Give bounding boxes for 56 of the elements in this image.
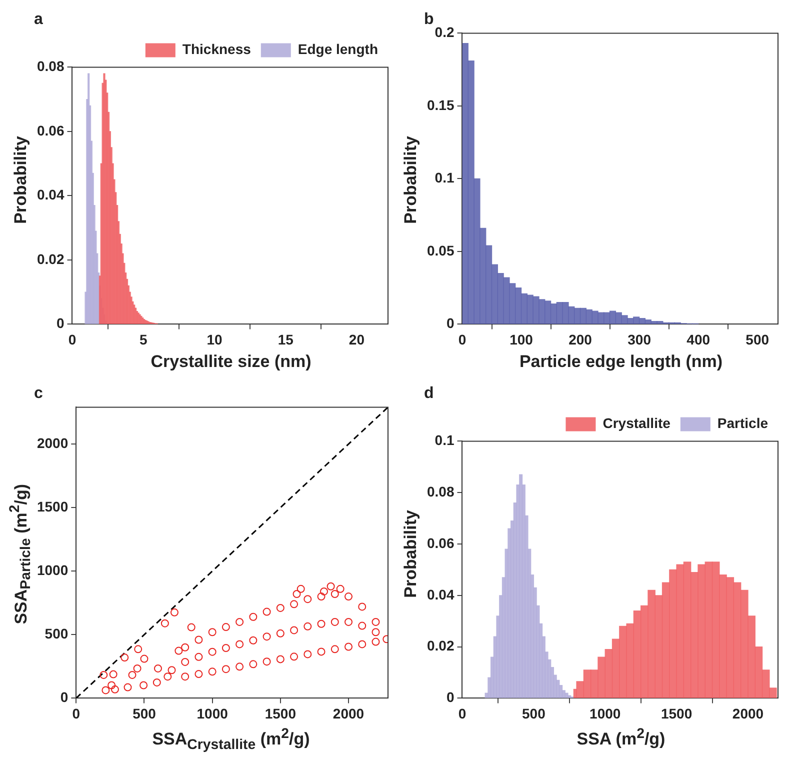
- y-tick-label: 0: [56, 315, 64, 332]
- x-tick-label: 2000: [732, 705, 764, 722]
- x-tick-label: 0: [458, 331, 466, 348]
- y-tick-label: 0.1: [434, 432, 454, 448]
- x-tick-label: 1500: [264, 705, 296, 722]
- y-tick-label: 0.2: [434, 24, 454, 40]
- y-tick-label: 1500: [36, 498, 68, 514]
- y-tick-label: 0.08: [37, 58, 64, 74]
- y-tick-label: 0.06: [37, 122, 64, 138]
- x-tick-label: 15: [278, 331, 294, 348]
- y-axis-title: Probability: [401, 136, 421, 224]
- y-axis-title: Probability: [401, 510, 421, 598]
- x-tick-label: 500: [746, 331, 770, 348]
- chart-title: d: [424, 385, 434, 402]
- y-tick-label: 1000: [36, 562, 68, 578]
- chart-title: b: [424, 11, 434, 28]
- y-tick-label: 0: [446, 315, 454, 332]
- x-axis-title: Particle edge length (nm): [518, 352, 724, 373]
- y-axis-title: Probability: [11, 136, 31, 224]
- x-tick-label: 1000: [196, 705, 228, 722]
- x-tick-label: 0: [458, 705, 466, 722]
- y-tick-label: 0: [446, 689, 454, 706]
- y-tick-label: 0.15: [427, 96, 454, 113]
- y-tick-label: 0.04: [37, 186, 64, 203]
- x-axis-title: Crystallite size (nm): [150, 352, 312, 373]
- y-tick-label: 0: [60, 689, 68, 706]
- x-tick-label: 500: [522, 705, 546, 722]
- legend-label: Edge length: [298, 41, 378, 58]
- x-tick-label: 400: [686, 331, 710, 348]
- y-tick-label: 0.06: [427, 534, 454, 551]
- legend-label: Thickness: [182, 41, 252, 58]
- x-tick-label: 100: [510, 331, 534, 348]
- x-tick-label: 20: [348, 331, 365, 348]
- x-tick-label: 10: [206, 331, 222, 348]
- y-tick-label: 0.05: [427, 242, 454, 258]
- x-tick-label: 500: [132, 705, 156, 722]
- y-tick-label: 0.02: [427, 638, 454, 654]
- y-tick-label: 0.02: [37, 250, 64, 267]
- x-tick-label: 1000: [590, 705, 621, 722]
- chart-title: c: [34, 385, 43, 402]
- y-tick-label: 0.1: [434, 170, 454, 186]
- x-tick-label: 2000: [332, 705, 364, 722]
- x-axis-title: SSA (m$^{2}$/g): [576, 726, 666, 751]
- x-tick-label: 300: [628, 331, 652, 348]
- x-tick-label: 200: [568, 331, 592, 348]
- legend-label: Particle: [717, 415, 768, 432]
- y-tick-label: 0.04: [427, 586, 454, 602]
- legend-label: Crystallite: [602, 415, 671, 432]
- y-tick-label: 500: [44, 626, 68, 642]
- y-tick-label: 0.08: [427, 483, 454, 500]
- x-tick-label: 1500: [660, 705, 692, 722]
- y-tick-label: 2000: [36, 434, 68, 451]
- x-tick-label: 5: [139, 331, 148, 348]
- chart-title: a: [34, 11, 43, 28]
- x-tick-label: 0: [72, 705, 80, 722]
- x-axis-title: SSA$_{Crystallite}$ (m$^{2}$/g): [151, 726, 311, 756]
